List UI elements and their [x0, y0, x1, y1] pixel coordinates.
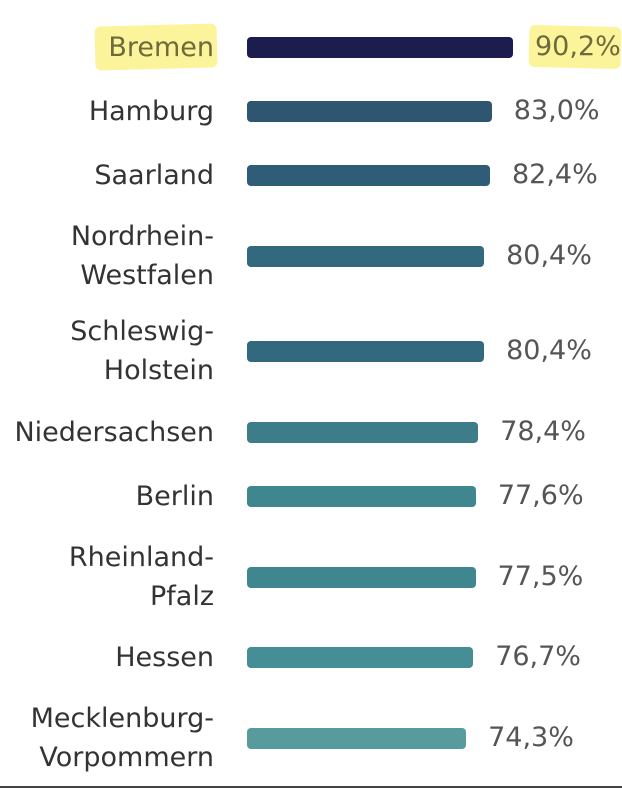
bar [247, 647, 474, 668]
value-label: 77,5% [497, 561, 584, 592]
category-label-line: Hamburg [88, 95, 214, 127]
value-label: 77,6% [497, 480, 584, 511]
category-label: Niedersachsen [14, 413, 214, 452]
value-label: 78,4% [500, 416, 586, 447]
bar [247, 37, 513, 58]
value-label: 76,7% [495, 641, 581, 672]
bar [247, 165, 490, 186]
category-label: Hessen [115, 638, 214, 677]
category-label-line: Saarland [94, 159, 214, 191]
value-label: 80,4% [506, 335, 592, 366]
category-label: Berlin [136, 477, 214, 516]
value-label: 82,4% [511, 159, 598, 190]
category-label-line: Vorpommern [39, 742, 214, 773]
category-label: Rheinland- Pfalz [69, 538, 214, 616]
category-label-line: Mecklenburg- [30, 703, 214, 734]
category-label-line: Berlin [135, 480, 214, 512]
category-label: Saarland [94, 156, 214, 195]
bar [247, 101, 492, 122]
category-label: Bremen [108, 28, 214, 67]
category-label-line: Holstein [103, 355, 214, 386]
category-label-line: Schleswig- [70, 316, 214, 347]
category-label: Nordrhein- Westfalen [71, 217, 214, 295]
category-label-line: Bremen [108, 31, 214, 63]
bar [247, 728, 467, 749]
category-label-line: Niedersachsen [14, 416, 214, 448]
category-label: Mecklenburg- Vorpommern [31, 699, 214, 777]
category-label-line: Hessen [115, 641, 214, 673]
category-label-line: Westfalen [80, 260, 214, 291]
value-label: 90,2% [535, 31, 621, 62]
value-label: 74,3% [488, 722, 574, 753]
bar [247, 341, 485, 362]
category-label-line: Pfalz [149, 581, 214, 612]
category-label-line: Rheinland- [68, 542, 214, 573]
category-label-line: Nordrhein- [70, 221, 214, 252]
bar [247, 246, 485, 267]
value-label: 80,4% [506, 240, 592, 271]
bar [247, 422, 479, 443]
chart-baseline [0, 786, 622, 788]
bar [247, 567, 476, 588]
category-label: Schleswig- Holstein [70, 312, 214, 390]
category-label: Hamburg [89, 92, 214, 131]
bar [247, 486, 476, 507]
value-label: 83,0% [513, 95, 600, 126]
